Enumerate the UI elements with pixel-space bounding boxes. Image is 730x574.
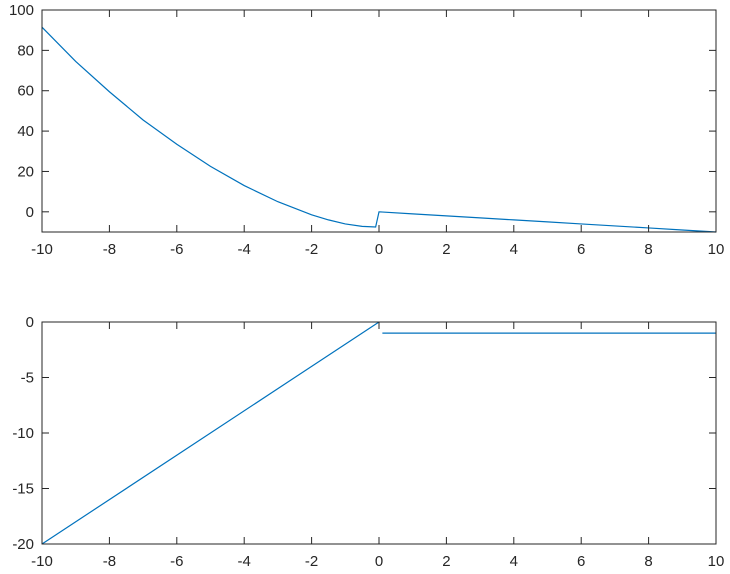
x-tick-label: 2 (442, 553, 450, 570)
y-tick-label: 20 (17, 163, 34, 180)
x-tick-label: 8 (644, 241, 652, 258)
x-tick-label: 0 (375, 241, 383, 258)
x-tick-label: -10 (31, 553, 53, 570)
y-tick-label: 0 (26, 314, 34, 331)
y-tick-label: -10 (12, 425, 34, 442)
x-tick-label: -6 (170, 241, 183, 258)
x-tick-label: -8 (103, 241, 116, 258)
axes-box (41, 9, 717, 233)
x-tick-label: 0 (375, 553, 383, 570)
x-tick-label: 10 (708, 553, 725, 570)
x-tick-label: 6 (577, 553, 585, 570)
y-tick-label: 0 (26, 204, 34, 221)
x-tick-label: -8 (103, 553, 116, 570)
x-tick-label: 6 (577, 241, 585, 258)
series-line-1-1-1 (41, 26, 717, 233)
x-tick-label: -6 (170, 553, 183, 570)
x-tick-label: -4 (238, 553, 251, 570)
series-line-2-1-1 (41, 321, 380, 545)
x-tick-label: 8 (644, 553, 652, 570)
x-tick-label: -2 (305, 241, 318, 258)
x-tick-label: -10 (31, 241, 53, 258)
y-tick-label: 100 (9, 2, 34, 19)
y-tick-label: -20 (12, 536, 34, 553)
x-tick-label: 4 (510, 241, 518, 258)
x-tick-label: -2 (305, 553, 318, 570)
axes-box (41, 321, 717, 545)
y-tick-label: -15 (12, 481, 34, 498)
x-tick-label: -4 (238, 241, 251, 258)
y-tick-label: -5 (21, 370, 34, 387)
x-tick-label: 10 (708, 241, 725, 258)
x-tick-label: 4 (510, 553, 518, 570)
y-tick-label: 80 (17, 42, 34, 59)
y-tick-label: 40 (17, 123, 34, 140)
y-tick-label: 60 (17, 83, 34, 100)
bottom-plot: -10 -8 -6 -4 -2 0 2 4 6 8 10-20-15-10-50 (12, 314, 724, 570)
x-tick-label: 2 (442, 241, 450, 258)
